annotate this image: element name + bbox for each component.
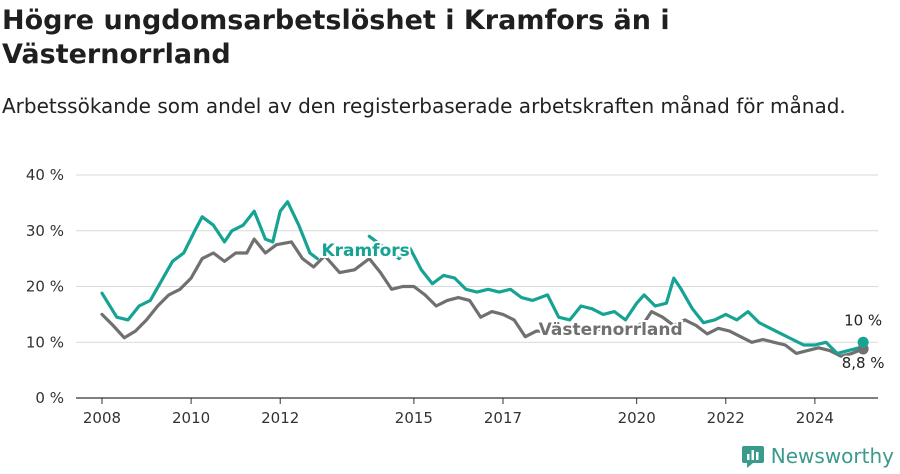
x-tick-label: 2022 [707,409,745,427]
y-tick-label: 40 % [26,166,64,184]
chart-subtitle: Arbetssökande som andel av den registerb… [2,94,846,118]
y-axis: 0 % 10 % 20 % 30 % 40 % [26,166,64,407]
x-tick-label: 2015 [395,409,433,427]
series-line-kramfors [100,200,319,322]
end-label-vasternorrland: 8,8 % [842,354,885,372]
newsworthy-logo: Newsworthy [741,441,894,471]
y-tick-label: 30 % [26,222,64,240]
series-line-kramfors [367,234,865,355]
grid-lines [76,174,878,399]
end-label-kramfors: 10 % [844,312,882,330]
x-tick-label: 2017 [484,409,522,427]
x-axis: 2008 2010 2012 2015 2017 2020 2022 2024 [83,398,834,427]
series-lines [100,200,869,358]
newsworthy-label: Newsworthy [770,444,894,468]
x-tick-label: 2010 [172,409,210,427]
chart-title: Högre ungdomsarbetslöshet i Kramfors än … [2,5,670,70]
series-label-kramfors: Kramfors [321,241,409,261]
series-labels: Kramfors Västernorrland 10 % 8,8 % [319,239,886,374]
end-marker-kramfors [857,336,869,348]
series-line-vasternorrland [100,237,865,358]
x-tick-label: 2024 [796,409,834,427]
y-tick-label: 10 % [26,333,64,351]
x-tick-label: 2008 [83,409,121,427]
x-tick-label: 2020 [618,409,656,427]
y-tick-label: 0 % [35,389,64,407]
y-tick-label: 20 % [26,278,64,296]
series-label-vasternorrland: Västernorrland [539,320,683,340]
x-tick-label: 2012 [261,409,299,427]
newsworthy-icon [741,446,764,468]
